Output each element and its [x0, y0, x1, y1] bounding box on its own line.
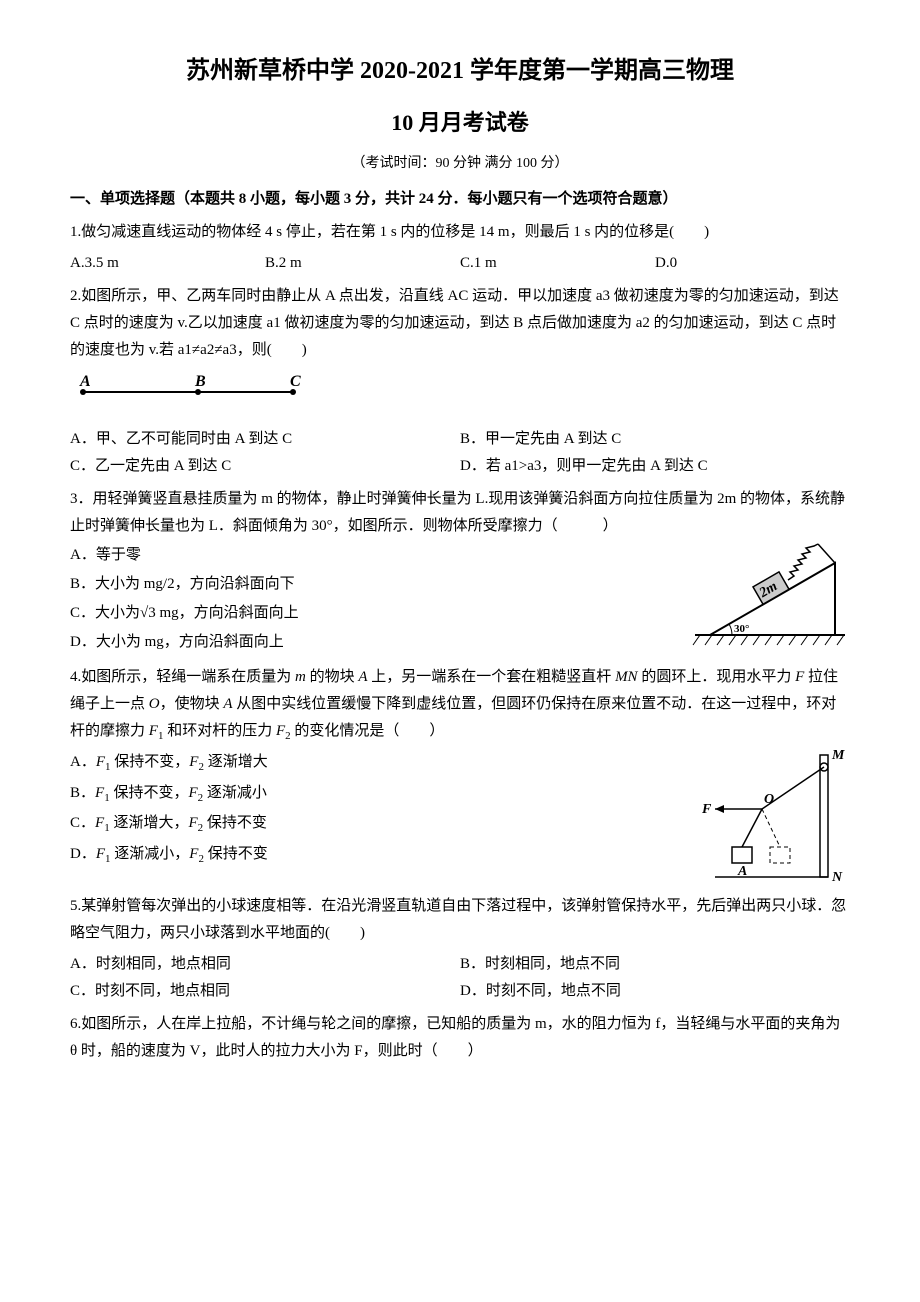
block-2m-icon: 2m [753, 572, 789, 604]
question-5: 5.某弹射管每次弹出的小球速度相等．在沿光滑竖直轨道自由下落过程中，该弹射管保持… [70, 893, 850, 1005]
q2-opt-c: C．乙一定先由 A 到达 C [70, 453, 460, 480]
figure-abc-line: A B C [78, 374, 308, 398]
angle-arc-icon [729, 624, 732, 635]
label-C: C [290, 374, 301, 390]
label-O: O [764, 792, 774, 807]
question-2-options: A．甲、乙不可能同时由 A 到达 C B．甲一定先由 A 到达 C C．乙一定先… [70, 426, 850, 480]
figure-rod-rope: M N F O A [700, 747, 850, 887]
label-M: M [831, 748, 845, 763]
q2-opt-a: A．甲、乙不可能同时由 A 到达 C [70, 426, 460, 453]
question-2-text: 2.如图所示，甲、乙两车同时由静止从 A 点出发，沿直线 AC 运动．甲以加速度… [70, 283, 850, 364]
question-3-text: 3．用轻弹簧竖直悬挂质量为 m 的物体，静止时弹簧伸长量为 L.现用该弹簧沿斜面… [70, 486, 850, 540]
question-2: 2.如图所示，甲、乙两车同时由静止从 A 点出发，沿直线 AC 运动．甲以加速度… [70, 283, 850, 480]
q2-opt-b: B．甲一定先由 A 到达 C [460, 426, 850, 453]
q2-opt-d: D．若 a1>a3，则甲一定先由 A 到达 C [460, 453, 850, 480]
question-3: 3．用轻弹簧竖直悬挂质量为 m 的物体，静止时弹簧伸长量为 L.现用该弹簧沿斜面… [70, 486, 850, 658]
exam-info: （考试时间：90 分钟 满分 100 分） [70, 151, 850, 176]
rod-icon [820, 755, 828, 877]
label-N: N [831, 870, 843, 885]
q5-opt-c: C．时刻不同，地点相同 [70, 978, 460, 1005]
question-1-text: 1.做匀减速直线运动的物体经 4 s 停止，若在第 1 s 内的位移是 14 m… [70, 219, 850, 246]
question-5-text: 5.某弹射管每次弹出的小球速度相等．在沿光滑竖直轨道自由下落过程中，该弹射管保持… [70, 893, 850, 947]
angle-label: 30° [734, 623, 749, 635]
section-1-header: 一、单项选择题（本题共 8 小题，每小题 3 分，共计 24 分．每小题只有一个… [70, 186, 850, 213]
q1-opt-a: A.3.5 m [70, 250, 265, 277]
arrow-head-icon [715, 805, 724, 813]
q1-opt-b: B.2 m [265, 250, 460, 277]
ground-hatches-icon [693, 635, 844, 645]
question-1-options: A.3.5 m B.2 m C.1 m D.0 [70, 250, 850, 277]
q5-opt-b: B．时刻相同，地点不同 [460, 951, 850, 978]
block-A-icon [732, 847, 752, 863]
block-dashed-icon [770, 847, 790, 863]
question-6-text: 6.如图所示，人在岸上拉船，不计绳与轮之间的摩擦，已知船的质量为 m，水的阻力恒… [70, 1011, 850, 1065]
q5-opt-a: A．时刻相同，地点相同 [70, 951, 460, 978]
label-B: B [194, 374, 206, 390]
rope-lower-icon [742, 809, 762, 847]
figure-incline: 2m 30° [690, 540, 850, 650]
label-A: A [79, 374, 91, 390]
question-4-text: 4.如图所示，轻绳一端系在质量为 m 的物块 A 上，另一端系在一个套在粗糙竖直… [70, 664, 850, 747]
q1-opt-c: C.1 m [460, 250, 655, 277]
label-F: F [701, 802, 712, 817]
page-title: 苏州新草桥中学 2020-2021 学年度第一学期高三物理 [70, 50, 850, 93]
question-5-options: A．时刻相同，地点相同 B．时刻相同，地点不同 C．时刻不同，地点相同 D．时刻… [70, 951, 850, 1005]
page-subtitle: 10 月月考试卷 [70, 103, 850, 143]
q5-opt-d: D．时刻不同，地点不同 [460, 978, 850, 1005]
question-6: 6.如图所示，人在岸上拉船，不计绳与轮之间的摩擦，已知船的质量为 m，水的阻力恒… [70, 1011, 850, 1065]
question-1: 1.做匀减速直线运动的物体经 4 s 停止，若在第 1 s 内的位移是 14 m… [70, 219, 850, 277]
q1-opt-d: D.0 [655, 250, 850, 277]
rope-dashed-icon [762, 809, 780, 847]
question-4: 4.如图所示，轻绳一端系在质量为 m 的物块 A 上，另一端系在一个套在粗糙竖直… [70, 664, 850, 887]
